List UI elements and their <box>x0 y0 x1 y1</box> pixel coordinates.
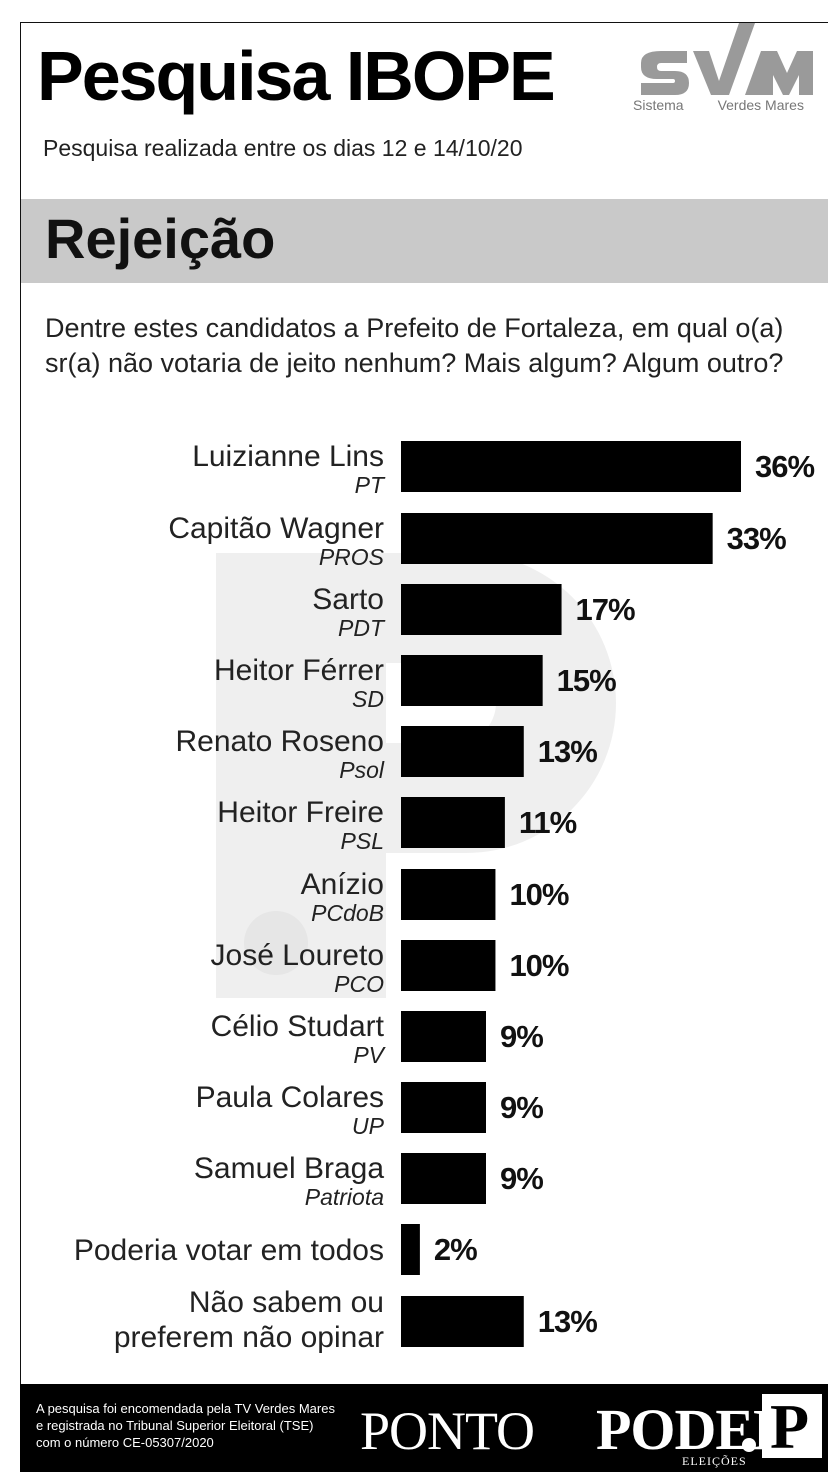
value-label: 9% <box>500 1090 543 1125</box>
bar-10 <box>401 1153 486 1204</box>
brand-dot-icon <box>742 1438 756 1452</box>
brand-eleicoes: ELEIÇÕES <box>682 1454 747 1468</box>
party-label: Psol <box>339 757 385 783</box>
bar-1 <box>401 513 713 564</box>
value-label: 13% <box>538 734 597 769</box>
section-band: Rejeição <box>21 199 828 283</box>
pontopoder-logo: PONTO PODER ELEIÇÕES P <box>360 1391 828 1468</box>
brand-poder: PODER <box>596 1397 795 1462</box>
candidate-name: Anízio <box>301 868 384 901</box>
party-label: UP <box>352 1113 385 1139</box>
bar-3 <box>401 655 543 706</box>
bar-2 <box>401 584 562 635</box>
party-label: PV <box>353 1042 386 1068</box>
candidate-name: Samuel Braga <box>194 1152 384 1185</box>
bar-7 <box>401 940 496 991</box>
candidate-name: Heitor Férrer <box>214 654 384 687</box>
candidate-name: Capitão Wagner <box>168 512 384 545</box>
value-label: 9% <box>500 1019 543 1054</box>
value-label: 9% <box>500 1161 543 1196</box>
party-label: PCdoB <box>311 900 384 926</box>
candidate-name: Poderia votar em todos <box>74 1234 384 1267</box>
party-label: PDT <box>338 615 386 641</box>
party-label: Patriota <box>305 1184 384 1210</box>
value-label: 10% <box>509 948 568 983</box>
candidate-name: Paula Colares <box>196 1081 384 1114</box>
candidate-name: Renato Roseno <box>176 725 384 758</box>
value-label: 36% <box>755 449 814 484</box>
candidate-name: preferem não opinar <box>114 1321 384 1354</box>
page-title: Pesquisa IBOPE <box>37 37 556 115</box>
value-label: 15% <box>557 663 616 698</box>
party-label: PCO <box>334 971 384 997</box>
candidate-name: José Loureto <box>211 939 384 972</box>
logo-word-verdes-mares: Verdes Mares <box>717 97 804 113</box>
brand-ponto: PONTO <box>360 1401 535 1461</box>
candidate-name: Não sabem ou <box>189 1286 384 1319</box>
candidate-name: Luizianne Lins <box>192 440 384 473</box>
bar-11 <box>401 1224 420 1275</box>
svm-logo-text: Sistema Verdes Mares <box>633 97 828 113</box>
survey-dates: Pesquisa realizada entre os dias 12 e 14… <box>43 135 523 161</box>
candidate-name: Sarto <box>312 583 384 616</box>
bar-5 <box>401 797 505 848</box>
value-label: 13% <box>538 1304 597 1339</box>
party-label: PT <box>355 472 386 498</box>
party-label: SD <box>352 686 384 712</box>
bar-9 <box>401 1082 486 1133</box>
bar-12 <box>401 1296 524 1347</box>
footer: A pesquisa foi encomendada pela TV Verde… <box>20 1384 828 1472</box>
section-title: Rejeição <box>45 207 276 270</box>
value-label: 33% <box>727 521 786 556</box>
party-label: PSL <box>341 828 384 854</box>
footer-note: A pesquisa foi encomendada pela TV Verde… <box>36 1401 335 1450</box>
value-label: 11% <box>519 805 577 840</box>
value-label: 17% <box>576 592 635 627</box>
survey-question: Dentre estes candidatos a Prefeito de Fo… <box>45 313 784 378</box>
candidate-name: Heitor Freire <box>217 796 384 829</box>
candidate-name: Célio Studart <box>211 1010 385 1043</box>
bar-6 <box>401 869 496 920</box>
bar-4 <box>401 726 524 777</box>
value-label: 2% <box>434 1232 477 1267</box>
bar-8 <box>401 1011 486 1062</box>
party-label: PROS <box>319 544 385 570</box>
value-label: 10% <box>509 877 568 912</box>
bar-0 <box>401 441 741 492</box>
brand-p-icon: P <box>762 1391 822 1462</box>
svm-logo <box>641 23 813 95</box>
logo-word-sistema: Sistema <box>633 97 684 113</box>
